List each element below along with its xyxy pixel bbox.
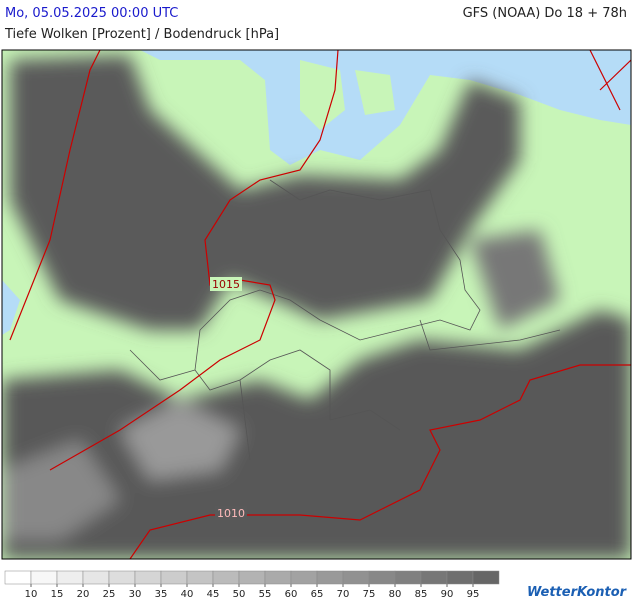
legend-swatch xyxy=(160,570,188,585)
label-bg xyxy=(210,277,242,291)
cloud-cover xyxy=(2,55,631,559)
legend-tick-label: 70 xyxy=(337,589,350,600)
legend-swatch xyxy=(290,570,318,585)
legend-tick-label: 35 xyxy=(155,589,168,600)
legend-swatch xyxy=(394,570,422,585)
borders xyxy=(129,179,561,461)
legend-tick-label: 55 xyxy=(259,589,272,600)
map-frame xyxy=(1,49,632,560)
legend-tick-label: 15 xyxy=(51,589,64,600)
isobar-label: 1015 xyxy=(212,278,240,291)
legend-swatch xyxy=(186,570,214,585)
legend-swatch xyxy=(420,570,448,585)
subtitle: Tiefe Wolken [Prozent] / Bodendruck [hPa… xyxy=(5,27,280,42)
legend-swatch xyxy=(472,570,500,585)
legend-tick-label: 50 xyxy=(233,589,246,600)
legend-swatch xyxy=(134,570,162,585)
legend-swatch xyxy=(4,570,32,585)
legend-tick-label: 85 xyxy=(415,589,428,600)
legend-swatch xyxy=(212,570,240,585)
isobar-label: 1010 xyxy=(217,507,245,520)
logo: WetterKontor xyxy=(527,585,628,600)
legend-tick-label: 10 xyxy=(25,589,38,600)
legend-tick-label: 65 xyxy=(311,589,324,600)
label-bg xyxy=(215,506,247,520)
legend-tick-label: 80 xyxy=(389,589,402,600)
legend-tick-label: 90 xyxy=(441,589,454,600)
legend-swatch xyxy=(56,570,84,585)
legend-tick-label: 60 xyxy=(285,589,298,600)
sea xyxy=(2,280,20,335)
legend-tick-label: 30 xyxy=(129,589,142,600)
legend-swatch xyxy=(342,570,370,585)
legend-tick-label: 45 xyxy=(207,589,220,600)
legend-tick-label: 95 xyxy=(467,589,480,600)
legend-tick-label: 25 xyxy=(103,589,116,600)
legend-tick-label: 75 xyxy=(363,589,376,600)
island xyxy=(300,60,395,130)
date: Mo, 05.05.2025 00:00 UTC xyxy=(5,6,179,21)
legend-swatch xyxy=(108,570,136,585)
legend: 10 15 20 25 30 35 40 45 50 55 60 65 70 75 80 85 90 95 xyxy=(4,570,500,600)
legend-swatch xyxy=(368,570,396,585)
legend-swatch xyxy=(82,570,110,585)
legend-swatch xyxy=(316,570,344,585)
model-run: GFS (NOAA) Do 18 + 78h xyxy=(462,6,627,21)
legend-swatch xyxy=(238,570,266,585)
legend-tick-label: 40 xyxy=(181,589,194,600)
legend-swatch xyxy=(446,570,474,585)
legend-tick-label: 20 xyxy=(77,589,90,600)
legend-swatch xyxy=(30,570,58,585)
legend-swatch xyxy=(264,570,292,585)
